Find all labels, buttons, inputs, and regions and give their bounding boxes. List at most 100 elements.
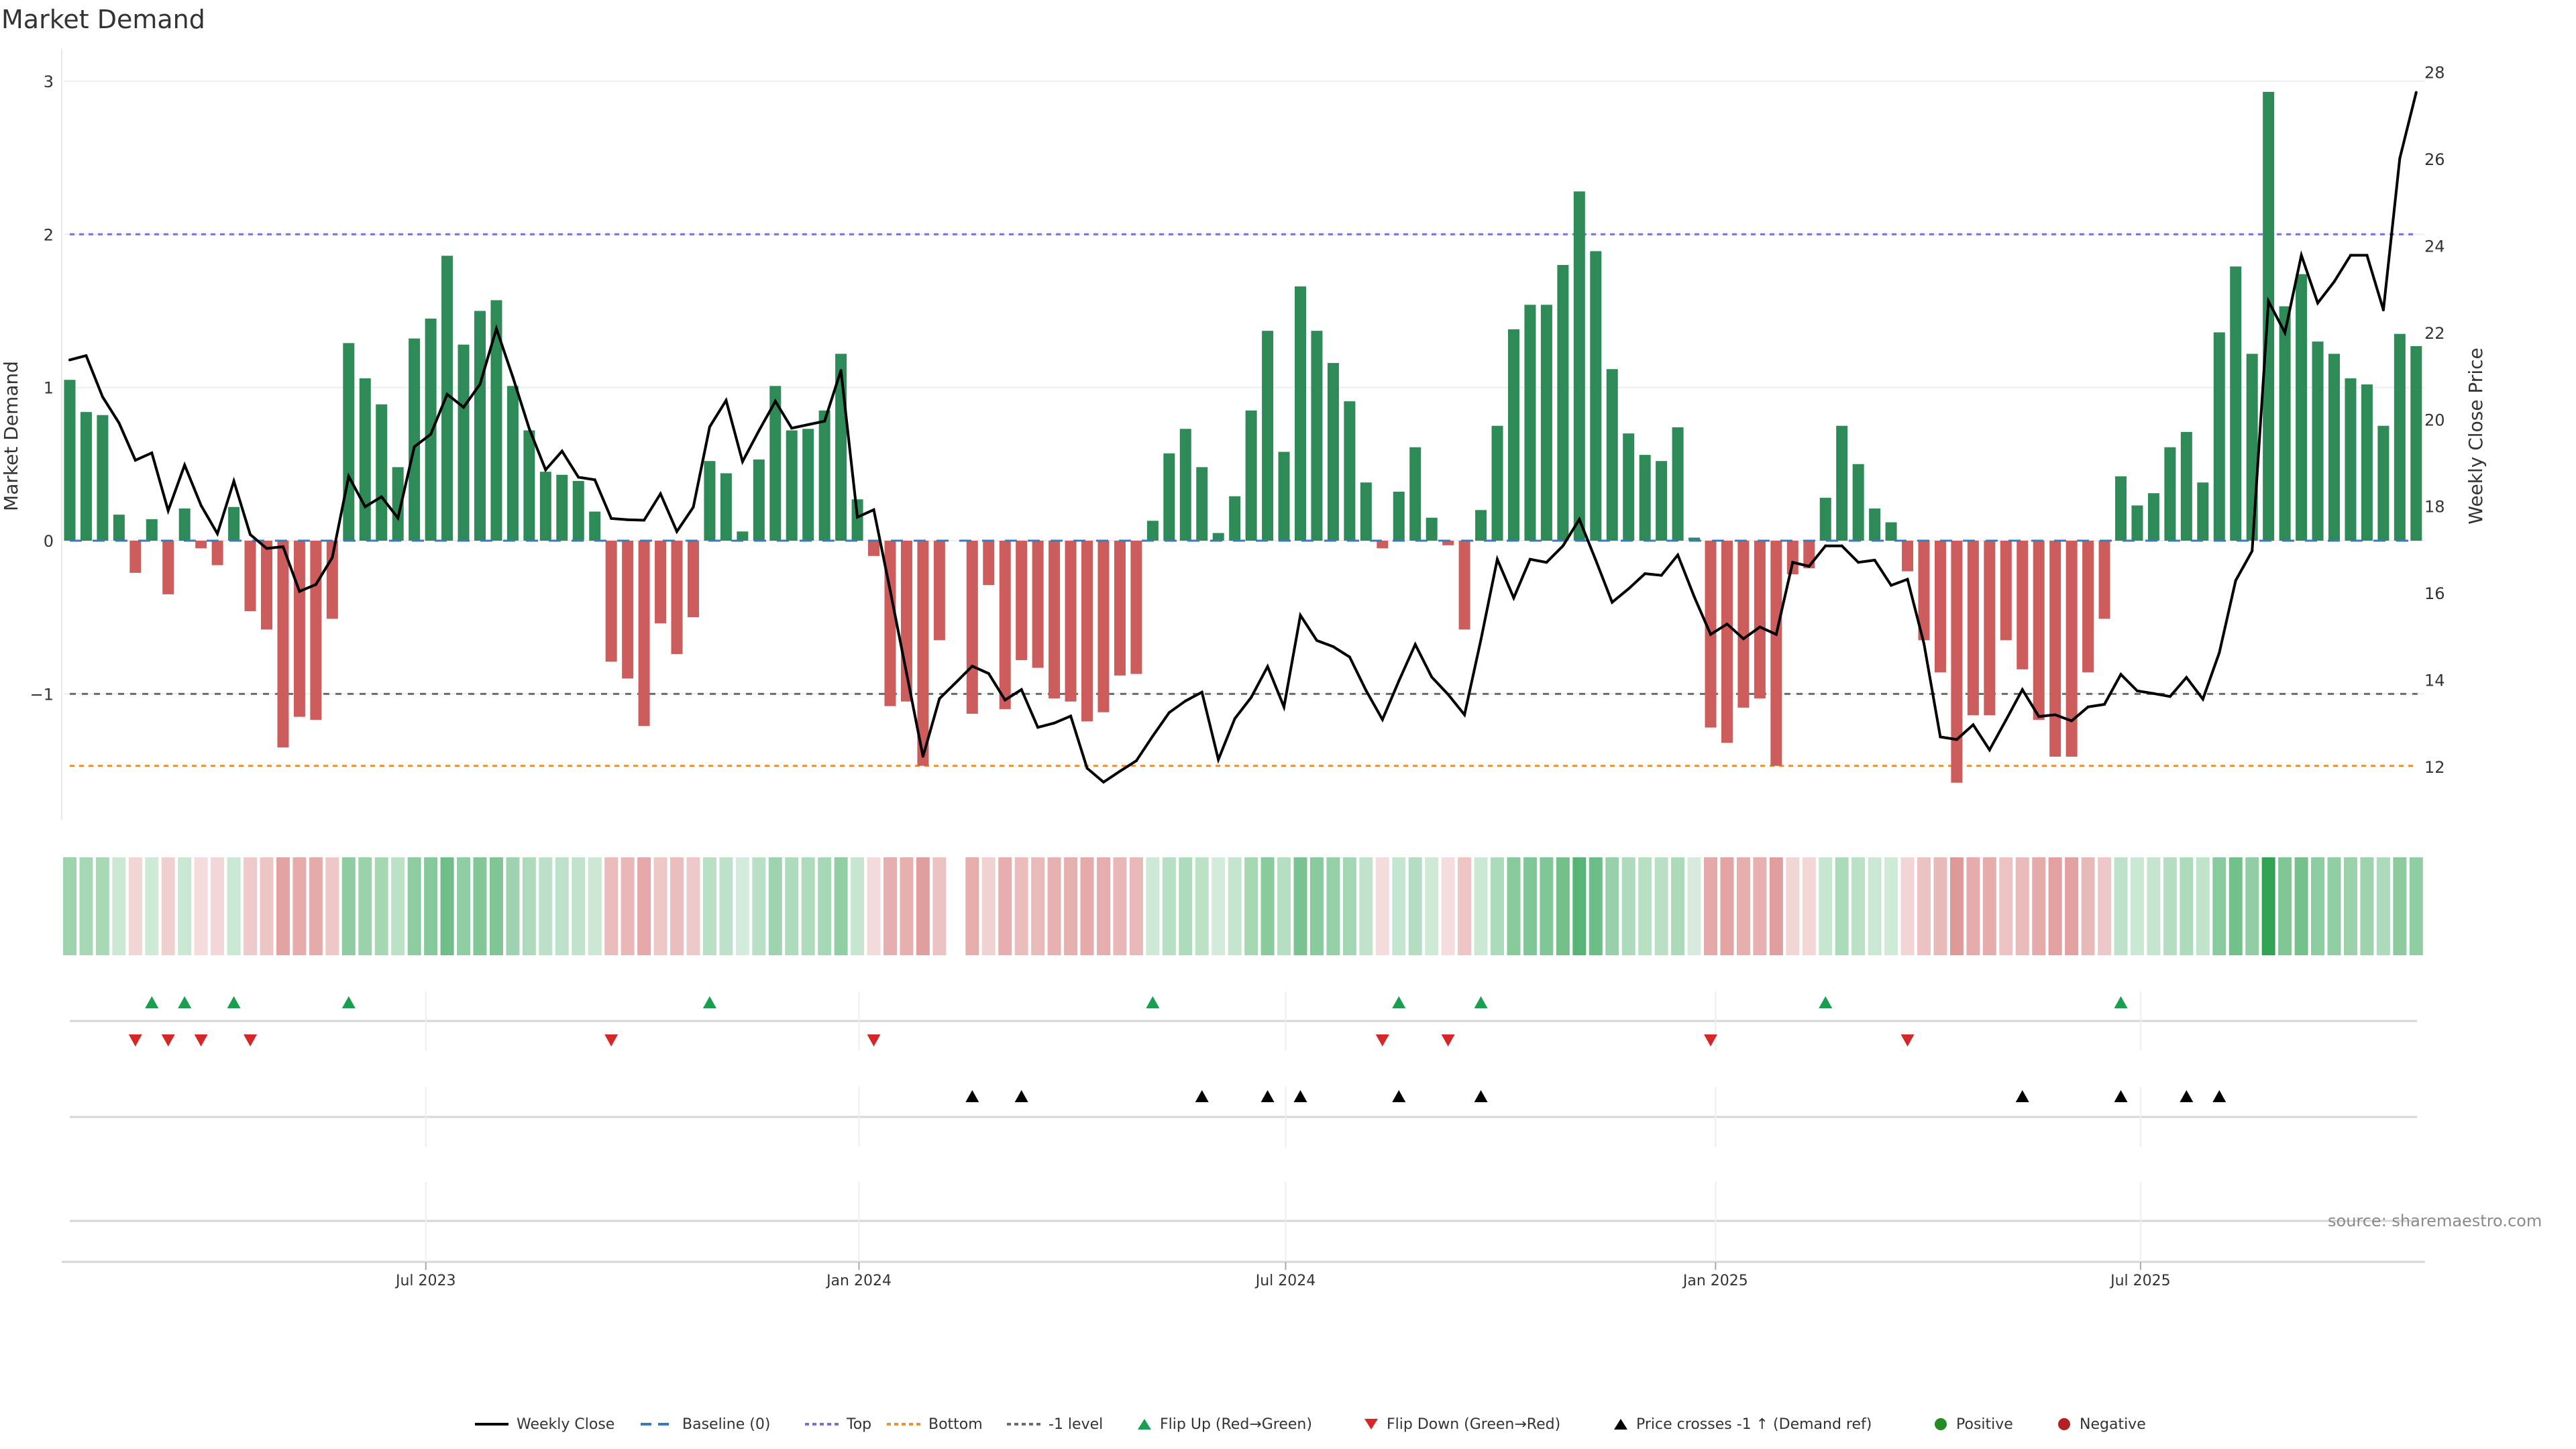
weekly-close-point <box>2037 715 2041 718</box>
weekly-close-point <box>2021 688 2024 691</box>
heatmap-cell-positive <box>2114 857 2128 955</box>
bar-positive <box>1573 191 1585 541</box>
heatmap-cell-negative <box>1047 857 1061 955</box>
weekly-close-point <box>2414 91 2418 94</box>
bar-positive <box>2115 476 2127 541</box>
bar-negative <box>2000 540 2012 641</box>
weekly-close-point <box>1644 572 1647 576</box>
heatmap-cell-negative <box>211 857 225 955</box>
bar-positive <box>441 256 453 541</box>
weekly-close-point <box>577 476 580 479</box>
legend-item-positive[interactable]: Positive <box>1933 1409 2013 1440</box>
bar-negative <box>2098 540 2110 619</box>
legend-item-top[interactable]: Top <box>805 1409 871 1440</box>
bar-negative <box>1902 540 1914 572</box>
weekly-close-point <box>708 425 711 429</box>
weekly-close-point <box>1004 698 1007 702</box>
legend-item-price-cross[interactable]: Price crosses -1 ↑ (Demand ref) <box>1613 1409 1872 1440</box>
legend-item-flip-down[interactable]: Flip Down (Green→Red) <box>1364 1409 1560 1440</box>
legend-item-baseline[interactable]: Baseline (0) <box>641 1409 770 1440</box>
legend-item-minus1-level[interactable]: -1 level <box>1007 1409 1103 1440</box>
bar-positive <box>1623 433 1635 541</box>
flip-down-marker <box>161 1034 175 1046</box>
y-tick-label: 2 <box>44 225 54 244</box>
weekly-close-point <box>921 755 924 758</box>
price-cross-marker <box>1293 1090 1307 1102</box>
bar-positive <box>1262 331 1274 541</box>
weekly-close-point <box>298 590 301 593</box>
legend-item-flip-up[interactable]: Flip Up (Red→Green) <box>1137 1409 1312 1440</box>
heatmap-cell-negative <box>637 857 651 955</box>
heatmap-cell-negative <box>1113 857 1127 955</box>
legend-label: Negative <box>2080 1415 2146 1433</box>
x-ticks: Jul 2023 Jan 2024 Jul 2024 Jan 2025 Jul 2025 <box>394 1262 2171 1289</box>
price-cross-marker <box>1392 1090 1406 1102</box>
bar-positive <box>1885 522 1897 541</box>
bar-positive <box>1819 498 1831 541</box>
weekly-close-point <box>987 672 990 675</box>
heatmap-cell-positive <box>374 857 388 955</box>
heatmap-cell-positive <box>1589 857 1603 955</box>
heatmap-cell-negative <box>1802 857 1816 955</box>
legend-label: Bottom <box>928 1415 983 1433</box>
bar-negative <box>195 540 207 549</box>
bar-positive <box>1540 305 1552 541</box>
heatmap-cell-positive <box>2327 857 2341 955</box>
weekly-close-point <box>839 369 843 372</box>
flip-up-marker <box>2114 996 2128 1008</box>
weekly-close-point <box>2349 254 2352 257</box>
weekly-close-point <box>1020 688 1023 691</box>
weekly-close-point <box>2070 719 2074 722</box>
weekly-close-point <box>478 382 482 386</box>
bar-negative <box>1967 540 1979 716</box>
weekly-close-point <box>2201 698 2204 701</box>
weekly-close-point <box>1741 637 1745 641</box>
weekly-close-point <box>85 354 88 358</box>
bar-negative <box>261 540 273 630</box>
legend-item-bottom[interactable]: Bottom <box>887 1409 983 1440</box>
legend-item-weekly-close[interactable]: Weekly Close <box>475 1409 614 1440</box>
weekly-close-point <box>1233 717 1236 720</box>
heatmap-cell-positive <box>489 857 503 955</box>
bar-positive <box>2296 274 2308 541</box>
bar-positive <box>720 473 732 541</box>
flip-up-marker <box>702 996 716 1008</box>
heatmap-cell-negative <box>965 857 979 955</box>
heatmap-cell-positive <box>1540 857 1554 955</box>
triangle-up-icon <box>1138 1419 1151 1430</box>
bar-negative <box>868 540 880 556</box>
weekly-close-point <box>1512 596 1515 600</box>
heatmap-cell-negative <box>1375 857 1389 955</box>
heatmap-cell-positive <box>2245 857 2259 955</box>
heatmap-cell-negative <box>2098 857 2112 955</box>
bar-negative <box>1377 540 1389 549</box>
heatmap-cell-negative <box>916 857 930 955</box>
heatmap-cell-negative <box>1900 857 1915 955</box>
bar-positive <box>802 429 814 541</box>
heatmap-cell-positive <box>440 857 454 955</box>
weekly-close-point <box>2365 254 2369 257</box>
weekly-close-point <box>2135 689 2139 692</box>
legend-item-negative[interactable]: Negative <box>2057 1409 2146 1440</box>
heatmap-cell-positive <box>1260 857 1275 955</box>
flip-down-marker <box>1704 1034 1718 1046</box>
bar-positive <box>458 344 470 541</box>
bar-positive <box>2180 431 2192 541</box>
weekly-close-point <box>133 459 137 462</box>
weekly-close-point <box>1299 614 1302 617</box>
bar-positive <box>2361 384 2373 541</box>
heatmap-cell-positive <box>1179 857 1193 955</box>
bar-positive <box>1294 286 1306 541</box>
heatmap-cell-negative <box>2048 857 2062 955</box>
flip-up-marker <box>341 996 356 1008</box>
bar-positive <box>1557 264 1569 541</box>
price-cross-marker <box>2180 1090 2194 1102</box>
weekly-close-point <box>445 392 449 396</box>
bar-positive <box>506 386 519 541</box>
bar-negative <box>1984 540 1996 716</box>
bar-positive <box>64 380 76 541</box>
heatmap-cell-positive <box>1605 857 1619 955</box>
weekly-close-point <box>2398 157 2402 160</box>
bar-positive <box>2131 505 2143 541</box>
flip-down-marker <box>1900 1034 1915 1046</box>
